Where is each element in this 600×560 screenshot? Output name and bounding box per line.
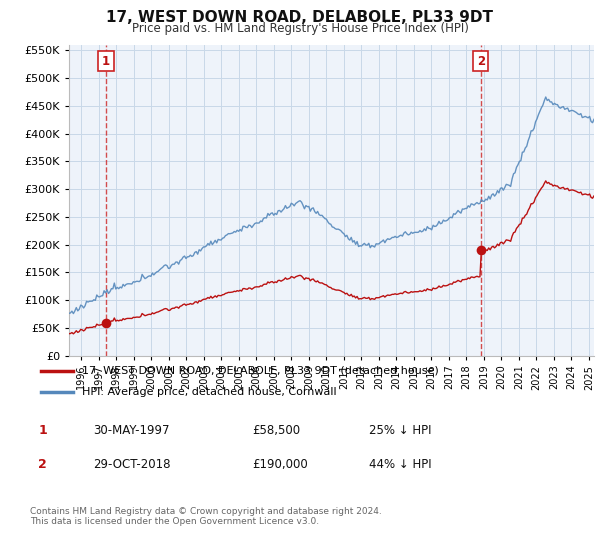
Text: HPI: Average price, detached house, Cornwall: HPI: Average price, detached house, Corn… [82,387,336,397]
Text: 1: 1 [102,55,110,68]
Text: 17, WEST DOWN ROAD, DELABOLE, PL33 9DT (detached house): 17, WEST DOWN ROAD, DELABOLE, PL33 9DT (… [82,366,439,376]
Text: £58,500: £58,500 [252,423,300,437]
Text: 2: 2 [477,55,485,68]
Text: 25% ↓ HPI: 25% ↓ HPI [369,423,431,437]
Text: 1: 1 [38,423,47,437]
Text: Contains HM Land Registry data © Crown copyright and database right 2024.
This d: Contains HM Land Registry data © Crown c… [30,507,382,526]
Text: 17, WEST DOWN ROAD, DELABOLE, PL33 9DT: 17, WEST DOWN ROAD, DELABOLE, PL33 9DT [107,10,493,25]
Text: 30-MAY-1997: 30-MAY-1997 [93,423,170,437]
Text: £190,000: £190,000 [252,458,308,472]
Text: 2: 2 [38,458,47,472]
Text: Price paid vs. HM Land Registry's House Price Index (HPI): Price paid vs. HM Land Registry's House … [131,22,469,35]
Text: 29-OCT-2018: 29-OCT-2018 [93,458,170,472]
Text: 44% ↓ HPI: 44% ↓ HPI [369,458,431,472]
